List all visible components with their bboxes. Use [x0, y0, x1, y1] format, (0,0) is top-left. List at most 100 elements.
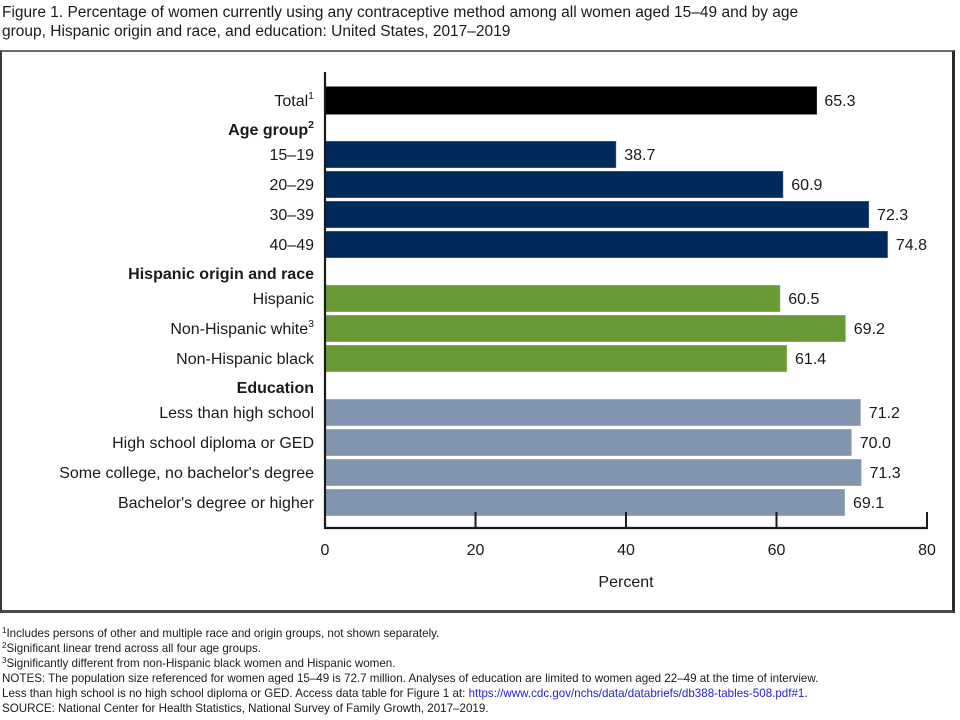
notes-line-1: NOTES: The population size referenced fo…	[2, 672, 819, 685]
category-label-20-29: 20–29	[270, 177, 315, 194]
footnote-3: 3Significantly different from non-Hispan…	[2, 656, 958, 671]
bar-row-total: Total1 65.3	[274, 86, 856, 115]
footnote-1-marker: 1	[2, 626, 7, 635]
bar-high-school-diploma-or-ged	[324, 428, 853, 457]
figure-notes: 1Includes persons of other and multiple …	[2, 626, 958, 716]
label-text: Age group	[228, 122, 308, 139]
label-text: 15–19	[270, 147, 315, 164]
label-footnote-marker: 3	[308, 318, 314, 330]
value-label-non-hispanic-white: 69.2	[854, 321, 885, 338]
footnote-2-text: Significant linear trend across all four…	[6, 642, 262, 655]
label-footnote-marker: 1	[308, 90, 314, 102]
label-text: Hispanic	[253, 291, 314, 308]
bar-row-15-19: 15–19 38.7	[270, 140, 655, 169]
bar-some-college-no-bachelor-s-degree	[324, 458, 863, 487]
bar-row-non-hispanic-black: Non-Hispanic black 61.4	[176, 344, 826, 373]
label-footnote-marker: 2	[308, 119, 314, 131]
value-label-15-19: 38.7	[624, 147, 655, 164]
footnote-1: 1Includes persons of other and multiple …	[2, 626, 958, 641]
category-label-non-hispanic-black: Non-Hispanic black	[176, 351, 315, 368]
chart-frame	[0, 50, 955, 613]
value-label-40-49: 74.8	[896, 237, 927, 254]
category-label-40-49: 40–49	[270, 237, 315, 254]
bar-row-some-college-no-bachelor-s-degree: Some college, no bachelor's degree 71.3	[59, 458, 901, 487]
value-label-30-39: 72.3	[877, 207, 908, 224]
label-text: 40–49	[270, 237, 315, 254]
bar-15-19	[324, 140, 617, 169]
label-text: Non-Hispanic white	[170, 321, 308, 338]
x-tick-label-80: 80	[918, 542, 936, 559]
bar-row-20-29: 20–29 60.9	[270, 170, 823, 199]
value-label-20-29: 60.9	[791, 177, 822, 194]
figure-title-line-2: group, Hispanic origin and race, and edu…	[2, 23, 511, 40]
category-label-bachelor-s-degree-or-higher: Bachelor's degree or higher	[118, 495, 315, 512]
category-label-15-19: 15–19	[270, 147, 315, 164]
x-axis: 0 20 40 60 80	[321, 72, 936, 559]
bar-row-30-39: 30–39 72.3	[270, 200, 908, 229]
bar-less-than-high-school	[324, 398, 862, 427]
bar-row-less-than-high-school: Less than high school 71.2	[159, 398, 900, 427]
value-label-bachelor-s-degree-or-higher: 69.1	[853, 495, 884, 512]
notes-line-2-period: .	[804, 687, 808, 700]
label-text: Education	[237, 380, 314, 397]
bar-row-bachelor-s-degree-or-higher: Bachelor's degree or higher 69.1	[118, 488, 884, 517]
x-axis-label: Percent	[598, 574, 654, 591]
bar-row-non-hispanic-white: Non-Hispanic white3 69.2	[170, 314, 885, 343]
figure-title: Figure 1. Percentage of women currently …	[2, 3, 952, 41]
notes-line-2-text: Less than high school is no high school …	[2, 687, 469, 700]
bar-total	[324, 86, 817, 115]
bar-non-hispanic-black	[324, 344, 788, 373]
label-text: Hispanic origin and race	[128, 266, 314, 283]
value-label-some-college-no-bachelor-s-degree: 71.3	[870, 465, 901, 482]
figure-title-line-1: Figure 1. Percentage of women currently …	[2, 4, 799, 21]
label-text: Bachelor's degree or higher	[118, 495, 315, 512]
bar-row-40-49: 40–49 74.8	[270, 230, 927, 259]
label-text: Less than high school	[159, 405, 314, 422]
category-label-non-hispanic-white: Non-Hispanic white3	[170, 318, 314, 338]
data-table-link[interactable]: https://www.cdc.gov/nchs/data/databriefs…	[468, 687, 805, 700]
label-text: 20–29	[270, 177, 315, 194]
value-label-total: 65.3	[824, 93, 855, 110]
header-label-age-group: Age group2	[228, 119, 314, 139]
category-label-30-39: 30–39	[270, 207, 315, 224]
value-label-less-than-high-school: 71.2	[869, 405, 900, 422]
footnote-3-marker: 3	[2, 656, 7, 665]
category-label-total: Total1	[274, 90, 314, 110]
source-line: SOURCE: National Center for Health Stati…	[2, 702, 489, 715]
footnote-2: 2Significant linear trend across all fou…	[2, 641, 958, 656]
label-text: High school diploma or GED	[112, 435, 314, 452]
bar-bachelor-s-degree-or-higher	[324, 488, 846, 517]
label-text: Total	[274, 93, 308, 110]
category-label-high-school-diploma-or-ged: High school diploma or GED	[112, 435, 314, 452]
bar-hispanic	[324, 284, 781, 313]
category-header-education: Education	[237, 380, 314, 397]
x-tick-label-60: 60	[768, 542, 786, 559]
notes-line-2: Less than high school is no high school …	[2, 686, 958, 701]
x-tick-label-0: 0	[321, 542, 330, 559]
footnote-3-text: Significantly different from non-Hispani…	[6, 657, 396, 670]
header-label-hispanic-origin-and-race: Hispanic origin and race	[128, 266, 314, 283]
footnote-1-text: Includes persons of other and multiple r…	[6, 627, 440, 640]
label-text: Non-Hispanic black	[176, 351, 315, 368]
category-label-less-than-high-school: Less than high school	[159, 405, 314, 422]
bar-row-hispanic: Hispanic 60.5	[253, 284, 820, 313]
bar-row-high-school-diploma-or-ged: High school diploma or GED 70.0	[112, 428, 891, 457]
category-header-age-group: Age group2	[228, 119, 314, 139]
x-tick-label-40: 40	[617, 542, 635, 559]
bar-40-49	[324, 230, 889, 259]
value-label-hispanic: 60.5	[788, 291, 819, 308]
label-text: 30–39	[270, 207, 315, 224]
category-label-hispanic: Hispanic	[253, 291, 314, 308]
header-label-education: Education	[237, 380, 314, 397]
value-label-non-hispanic-black: 61.4	[795, 351, 826, 368]
bar-30-39	[324, 200, 870, 229]
chart-rows: Total1 65.3 Age group2 15–19 38.7 20–29 60.9 30…	[59, 86, 927, 517]
value-label-high-school-diploma-or-ged: 70.0	[860, 435, 891, 452]
x-tick-label-20: 20	[467, 542, 485, 559]
category-header-hispanic-origin-and-race: Hispanic origin and race	[128, 266, 314, 283]
category-label-some-college-no-bachelor-s-degree: Some college, no bachelor's degree	[59, 465, 314, 482]
label-text: Some college, no bachelor's degree	[59, 465, 314, 482]
bar-20-29	[324, 170, 784, 199]
footnote-2-marker: 2	[2, 641, 7, 650]
